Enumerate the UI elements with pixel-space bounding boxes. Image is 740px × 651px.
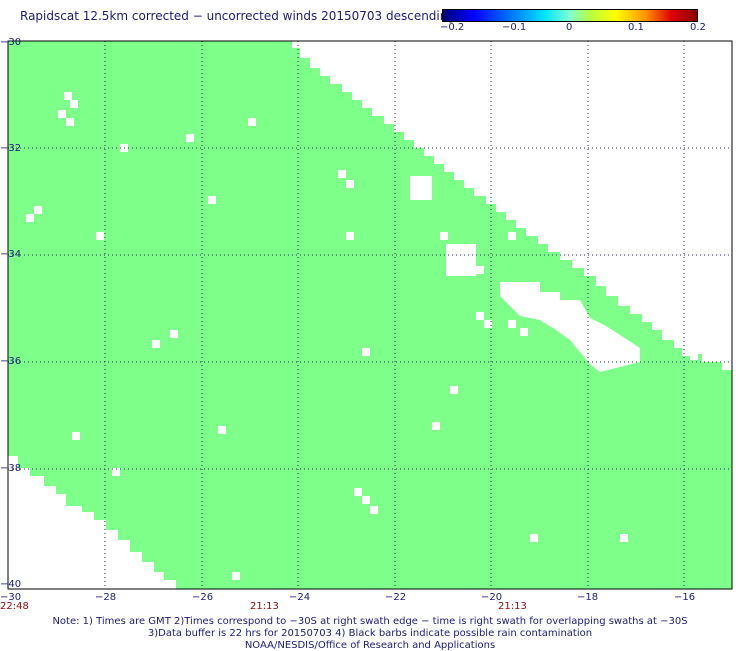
missing-cell (476, 266, 484, 274)
missing-cell (520, 328, 528, 336)
color-scale-bar (442, 9, 698, 22)
missing-cell (508, 232, 516, 240)
missing-cell (248, 118, 256, 126)
lat-label: −32 (0, 143, 22, 154)
missing-cell (186, 134, 194, 142)
missing-cell (484, 320, 492, 328)
lon-label: −18 (577, 592, 599, 603)
map-title: Rapidscat 12.5km corrected − uncorrected… (20, 9, 455, 23)
footnote-line-1: Note: 1) Times are GMT 2)Times correspon… (52, 616, 688, 627)
missing-cell (26, 214, 34, 222)
missing-cell (530, 534, 538, 542)
swath-time-label: 21:13 (250, 601, 279, 612)
missing-cell (508, 320, 516, 328)
missing-cell (66, 118, 74, 126)
colorbar-tick-label: 0.1 (628, 22, 644, 33)
lat-label: −34 (0, 249, 22, 260)
lon-label: −24 (289, 592, 311, 603)
missing-cell (58, 110, 66, 118)
colorbar-tick-label: −0.2 (440, 22, 465, 33)
missing-cell (620, 534, 628, 542)
swath-time-label: 22:48 (0, 601, 29, 612)
lon-label: −20 (481, 592, 503, 603)
lon-label: −30 (0, 592, 22, 603)
missing-cell (208, 196, 216, 204)
lat-label: −36 (0, 356, 22, 367)
map-frame (7, 40, 733, 590)
missing-cell (72, 432, 80, 440)
missing-cell (346, 232, 354, 240)
missing-cell (152, 340, 160, 348)
missing-cell (232, 572, 240, 580)
missing-cell (64, 92, 72, 100)
lon-label: −26 (192, 592, 214, 603)
missing-cell (346, 180, 354, 188)
missing-cell (218, 426, 226, 434)
missing-cell (362, 348, 370, 356)
footnote-line-3: NOAA/NESDIS/Office of Research and Appli… (244, 640, 496, 651)
missing-cell (70, 100, 78, 108)
missing-cell (450, 386, 458, 394)
missing-cell (34, 206, 42, 214)
missing-cell (354, 488, 362, 496)
colorbar-tick-label: 0 (566, 22, 573, 33)
lat-label: −40 (0, 579, 22, 590)
coverage-gap (500, 282, 640, 372)
missing-cell (112, 468, 120, 476)
footnote-line-2: 3)Data buffer is 22 hrs for 20150703 4) … (147, 628, 593, 639)
missing-cell (370, 506, 378, 514)
wind-swath-coverage (8, 41, 732, 589)
lon-label: −28 (95, 592, 117, 603)
lat-label: −38 (0, 463, 22, 474)
lat-label: −30 (0, 37, 22, 48)
colorbar-tick-label: 0.2 (690, 22, 706, 33)
swath-time-label: 21:13 (498, 601, 527, 612)
lon-label: −22 (385, 592, 407, 603)
missing-cell (432, 422, 440, 430)
coverage-area (8, 41, 732, 589)
missing-cell (338, 170, 346, 178)
lon-label: −16 (674, 592, 696, 603)
missing-cell (170, 330, 178, 338)
missing-cell (440, 232, 448, 240)
missing-cell (96, 232, 104, 240)
missing-cell (476, 312, 484, 320)
colorbar-tick-label: −0.1 (502, 22, 527, 33)
missing-cell (682, 348, 690, 356)
missing-cell (690, 352, 698, 360)
coverage-gap (410, 176, 432, 200)
missing-cell (362, 496, 370, 504)
coverage-gap (446, 244, 476, 276)
